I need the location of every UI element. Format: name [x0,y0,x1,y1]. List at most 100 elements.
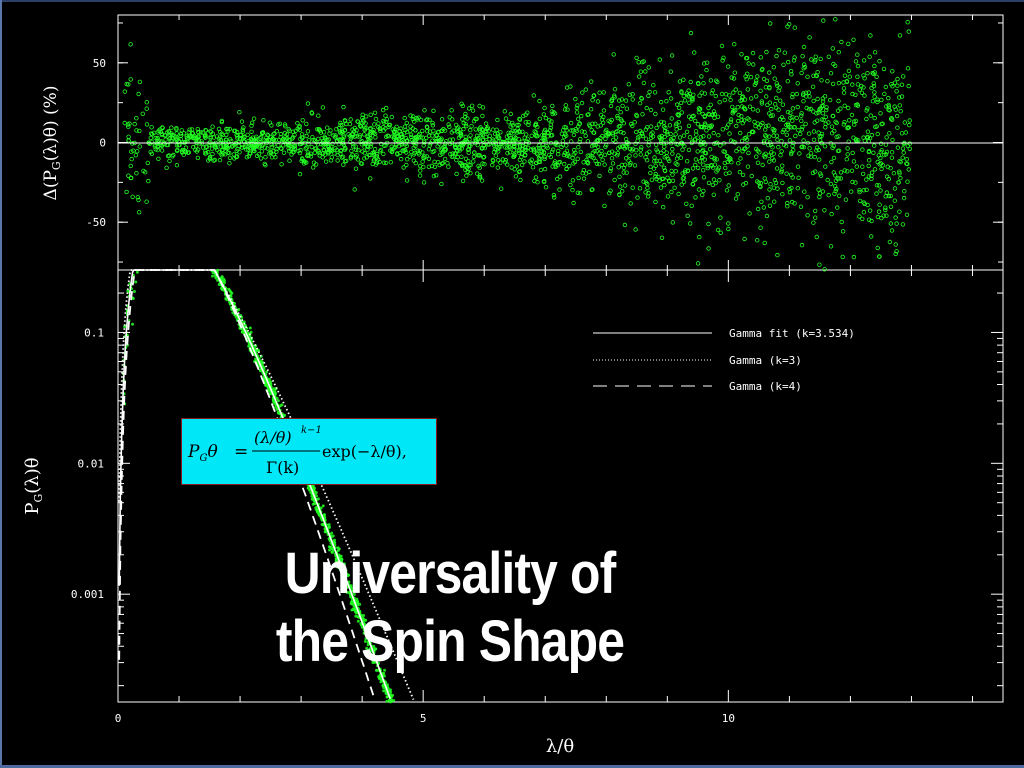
residual-point [693,195,698,200]
residual-point [316,127,321,132]
residual-point [714,78,719,83]
residual-point [334,126,339,132]
residual-point [749,173,754,179]
residual-point [708,102,713,107]
residual-point [571,200,576,206]
residual-point [676,119,681,125]
residual-point [320,105,326,110]
residual-point [664,129,670,135]
residual-point [751,62,756,67]
residual-point [833,119,838,124]
residual-point [710,182,716,188]
residual-point [860,147,865,152]
residual-point [662,155,667,160]
residual-point [807,146,812,151]
residual-point [843,197,849,202]
data-point [340,558,344,562]
residual-point [543,184,549,190]
residual-point [292,144,297,149]
top-y-tick-label: 0 [99,137,106,150]
residual-point [600,157,605,162]
residual-point [640,112,645,117]
residual-point [731,90,736,95]
residual-point [704,128,709,133]
residual-point [560,138,565,144]
residual-point [815,96,820,102]
data-point [220,286,224,290]
residual-point [362,150,367,156]
residual-point [461,126,466,132]
residual-point [619,118,624,123]
residual-point [682,170,688,175]
residual-point [845,152,850,157]
residual-point [562,161,567,167]
formula-exponent: k−1 [301,425,322,436]
data-point [327,545,331,549]
residual-point [860,164,865,169]
residual-point [468,170,473,176]
residual-point [620,144,625,149]
residual-point [824,105,829,110]
residual-point [788,68,794,74]
residual-point [641,179,646,184]
residual-point [627,153,632,158]
residual-point [877,162,882,167]
residual-point [758,225,763,230]
residual-point [822,267,827,272]
residual-point [464,173,469,178]
residual-point [504,134,510,139]
residual-point [363,141,369,146]
residual-point [659,133,664,139]
residual-point [251,146,256,152]
residual-point [830,145,835,150]
residual-point [630,92,635,97]
residual-point [408,132,414,137]
residual-point [490,162,495,168]
residual-point [654,125,659,131]
residual-point [309,110,314,115]
residual-point [463,111,468,117]
residual-point [584,157,589,163]
residual-point [389,144,394,149]
residual-point [353,166,359,171]
residual-point [573,150,578,155]
residual-point [357,133,363,138]
residual-point [232,156,237,161]
residual-point [866,148,872,154]
residual-point [483,121,489,126]
residual-point [667,123,673,128]
residual-point [591,130,597,135]
residual-point [572,159,578,165]
residual-point [348,136,354,141]
residual-point [782,50,787,55]
residual-point [353,155,359,160]
data-point [314,507,318,511]
residual-point [317,150,322,156]
residual-point [403,127,408,133]
residual-point [887,131,892,136]
residual-point [699,74,704,79]
residual-point [659,150,664,156]
residual-point [577,190,583,196]
residual-point [359,141,364,147]
residual-point [736,146,741,151]
residual-point [776,107,781,112]
residual-point [883,205,888,210]
residual-point [335,158,340,163]
residual-point [304,145,309,150]
residual-point [622,183,628,188]
residual-point [817,134,822,139]
residual-point [883,207,888,213]
residual-point [480,105,486,110]
residual-point [895,145,901,150]
residual-point [411,158,417,163]
residual-point [274,146,279,152]
residual-point [874,74,879,79]
residual-point [616,164,621,170]
residual-point [135,195,140,200]
residual-point [681,175,687,180]
residual-point [830,113,836,119]
residual-point [693,118,698,124]
residual-point [658,185,664,190]
data-point [249,338,253,342]
